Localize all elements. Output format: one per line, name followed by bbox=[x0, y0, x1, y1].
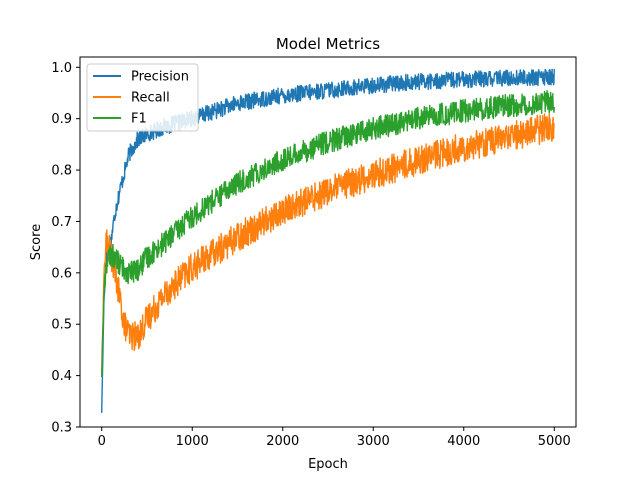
x-tick-label: 2000 bbox=[266, 434, 299, 449]
legend-box bbox=[86, 63, 199, 132]
x-tick-label: 3000 bbox=[357, 434, 390, 449]
x-tick-label: 5000 bbox=[538, 434, 571, 449]
y-tick-label: 0.3 bbox=[51, 421, 72, 436]
legend-label: F1 bbox=[131, 112, 147, 127]
y-tick-label: 1.0 bbox=[51, 61, 72, 76]
y-tick-label: 0.9 bbox=[51, 112, 72, 127]
plot-frame bbox=[79, 56, 577, 428]
x-tick-label: 1000 bbox=[176, 434, 209, 449]
legend: Precision Recall F1 bbox=[86, 63, 199, 132]
x-axis: 0 1000 2000 3000 4000 5000 bbox=[98, 427, 571, 449]
y-axis-label: Score bbox=[29, 224, 44, 260]
y-tick-label: 0.6 bbox=[51, 266, 72, 281]
series-line-f1 bbox=[101, 90, 555, 377]
y-axis: 0.3 0.4 0.5 0.6 0.7 0.8 0.9 1.0 bbox=[51, 61, 80, 436]
y-tick-label: 0.4 bbox=[51, 369, 72, 384]
x-tick-label: 4000 bbox=[447, 434, 480, 449]
x-tick-label: 0 bbox=[98, 434, 106, 449]
legend-label: Precision bbox=[131, 70, 189, 85]
y-tick-label: 0.8 bbox=[51, 164, 72, 179]
chart-title: Model Metrics bbox=[276, 35, 380, 53]
y-tick-label: 0.7 bbox=[51, 215, 72, 230]
legend-label: Recall bbox=[131, 91, 170, 106]
series-line-recall bbox=[101, 112, 555, 373]
x-axis-label: Epoch bbox=[308, 457, 348, 472]
y-tick-label: 0.5 bbox=[51, 318, 72, 333]
